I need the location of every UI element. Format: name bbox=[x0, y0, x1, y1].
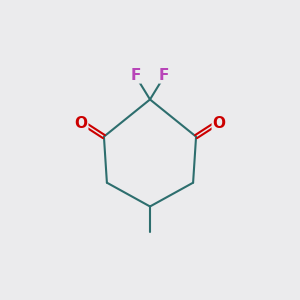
Text: O: O bbox=[75, 116, 88, 131]
Text: F: F bbox=[130, 68, 141, 83]
Text: O: O bbox=[212, 116, 225, 131]
Text: F: F bbox=[159, 68, 169, 83]
